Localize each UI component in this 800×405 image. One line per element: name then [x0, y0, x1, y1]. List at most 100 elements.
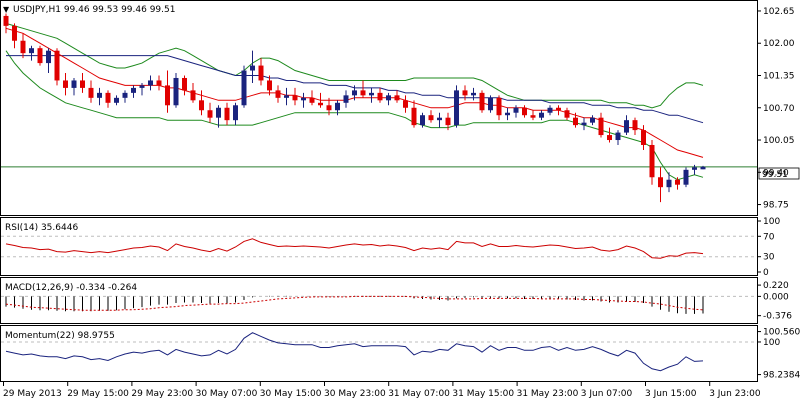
candle-body: [428, 115, 434, 121]
rsi-plot: 100 70 30 0: [1, 217, 780, 278]
momentum-line: [5, 332, 704, 372]
time-axis-label: 3 Jun 15:00: [645, 389, 697, 399]
candle-body: [301, 97, 306, 101]
candle-body: [267, 80, 272, 91]
candle-body: [590, 117, 595, 123]
candle-body: [165, 85, 170, 106]
time-axis-label: 3 Jun 23:00: [709, 389, 761, 399]
time-axis-label: 30 May 07:00: [196, 389, 258, 399]
candle-body: [37, 48, 43, 64]
momentum-axis-tick-label: 100: [763, 338, 780, 348]
time-axis-label: 31 May 07:00: [388, 389, 450, 399]
candle-body: [360, 90, 366, 96]
candle-body: [539, 112, 544, 118]
candle-body: [496, 97, 502, 116]
price-panel-frame: [0, 0, 758, 216]
time-axis-label: 29 May 15:00: [67, 389, 129, 399]
candle-body: [641, 130, 646, 145]
rsi-line: [5, 238, 704, 259]
price-plot: 102.65 102.00 101.35 100.70 100.05 99.40 98.75: [1, 7, 795, 211]
candle-body: [556, 107, 561, 111]
candle-body: [20, 40, 26, 54]
candle-body: [318, 102, 323, 106]
candle-body: [598, 117, 604, 136]
rsi-axis-tick-label: 30: [763, 253, 775, 263]
candle-body: [683, 169, 689, 185]
candle-body: [343, 95, 349, 103]
candle-body: [658, 177, 663, 188]
macd-axis-tick-label: 0.000: [763, 292, 789, 302]
candle-body: [547, 107, 553, 113]
macd-axis-tick-label: 0.220: [763, 281, 789, 291]
macd-panel-frame: [0, 277, 758, 324]
candle-body: [326, 105, 332, 111]
macd-axis-tick-label: -0.376: [763, 312, 792, 322]
momentum-panel-frame: [0, 325, 758, 382]
candle-body: [479, 92, 485, 111]
candle-body: [275, 90, 281, 98]
candle-body: [88, 87, 94, 98]
candle-body: [139, 85, 145, 88]
candle-body: [216, 107, 221, 118]
candle-body: [649, 144, 655, 178]
momentum-axis-tick-label: 98.2384: [763, 371, 800, 381]
last-price-tag-bg: [758, 167, 800, 180]
price-axis-tick-label: 100.70: [763, 104, 795, 114]
time-axis-label: 29 May 2013: [3, 389, 62, 399]
candle-body: [377, 92, 383, 101]
price-axis-tick-label: 100.05: [763, 136, 795, 146]
candle-body: [505, 112, 510, 116]
candle-body: [394, 95, 400, 101]
price-axis-tick-label: 98.75: [763, 201, 789, 211]
candle-body: [488, 97, 493, 111]
candle-body: [581, 122, 587, 126]
candle-body: [250, 65, 255, 71]
candle-body: [182, 77, 187, 91]
rsi-panel-frame: [0, 217, 758, 276]
time-axis-label: 30 May 23:00: [324, 389, 386, 399]
candle-body: [692, 167, 697, 170]
momentum-axis-tick-label: 100.5604: [763, 328, 800, 338]
macd-panel-header: MACD(12,26,9) -0.334 -0.264: [5, 283, 137, 293]
candle-body: [386, 95, 391, 101]
candle-body: [71, 80, 77, 88]
candle-body: [564, 110, 570, 118]
candle-body: [309, 97, 315, 103]
candle-body: [173, 77, 179, 106]
candle-body: [445, 117, 451, 126]
candle-body: [284, 95, 289, 98]
candle-body: [46, 50, 51, 64]
price-panel-dropdown-icon[interactable]: ▼: [3, 5, 10, 14]
candle-body: [700, 166, 706, 170]
candle-body: [335, 102, 340, 111]
candle-body: [675, 179, 680, 185]
candle-body: [530, 115, 536, 118]
time-axis-label: 3 Jun 07:00: [581, 389, 633, 399]
candle-body: [156, 80, 162, 86]
candle-body: [420, 115, 425, 126]
candle-body: [29, 48, 34, 54]
axis-labels: 29 May 2013 29 May 15:00 29 May 23:00 30 Ma…: [3, 382, 761, 399]
candle-body: [80, 80, 85, 88]
bollinger-lower-line: [5, 50, 704, 181]
candle-body: [54, 50, 60, 81]
candle-body: [63, 80, 68, 88]
candle-body: [666, 179, 672, 188]
candle-body: [513, 107, 519, 113]
time-axis-label: 30 May 15:00: [260, 389, 322, 399]
momentum-panel-header: Momentum(22) 98.9755: [5, 331, 115, 341]
candle-body: [122, 92, 128, 98]
candle-body: [522, 107, 527, 116]
candle-body: [12, 25, 17, 41]
candle-body: [105, 92, 111, 103]
candle-body: [437, 117, 442, 121]
candle-body: [624, 120, 629, 133]
candle-body: [462, 90, 468, 96]
candle-body: [607, 135, 612, 141]
rsi-axis-tick-label: 0: [763, 268, 769, 278]
candle-body: [207, 110, 213, 118]
candle-body: [114, 97, 119, 103]
candle-body: [369, 92, 374, 96]
macd-signal-line: [5, 295, 704, 311]
